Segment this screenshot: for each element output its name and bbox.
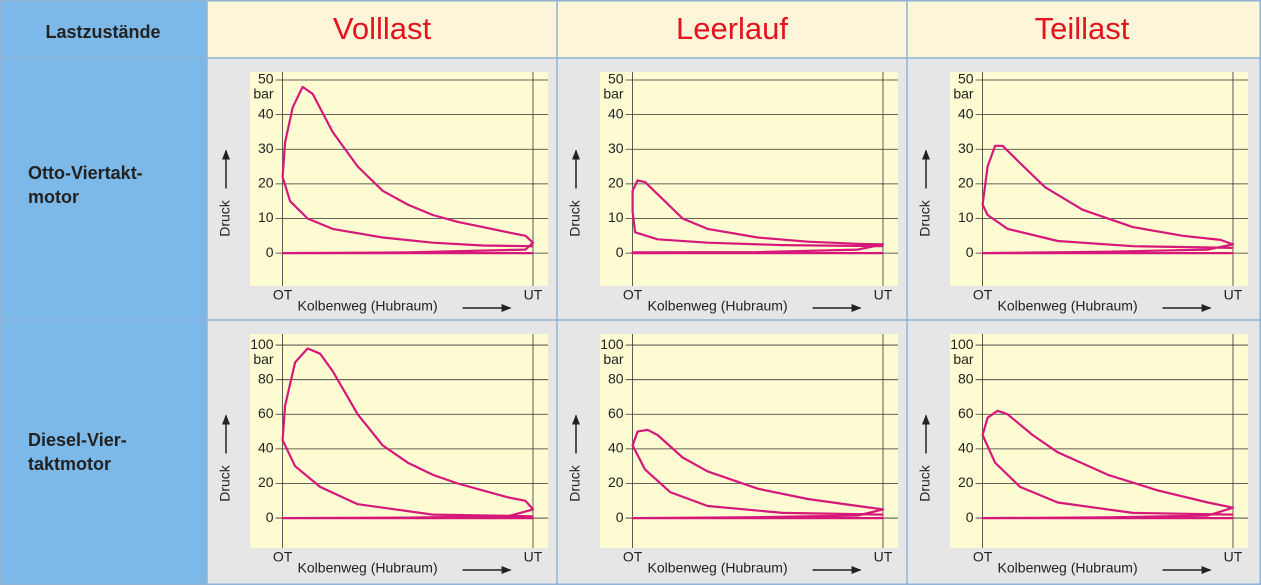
plot-area <box>600 334 898 548</box>
y-unit: bar <box>603 351 624 367</box>
y-tick-label: 60 <box>958 405 974 421</box>
y-tick-label: 100 <box>250 336 274 352</box>
x-axis-label: Kolbenweg (Hubraum) <box>648 298 788 314</box>
y-tick-label: 50 <box>958 71 974 87</box>
header-cell: Leerlauf <box>676 11 788 46</box>
x-tick-label: OT <box>273 287 293 303</box>
y-tick-label: 30 <box>258 140 274 156</box>
x-tick-label: UT <box>524 549 543 565</box>
x-tick-label: OT <box>623 549 643 565</box>
y-tick-label: 20 <box>258 175 274 191</box>
y-tick-label: 50 <box>608 71 624 87</box>
x-axis-label: Kolbenweg (Hubraum) <box>298 560 438 576</box>
plot-area <box>250 334 548 548</box>
x-tick-label: UT <box>874 549 893 565</box>
pv-curve <box>281 85 535 255</box>
header-cell: Volllast <box>333 11 432 46</box>
y-tick-label: 0 <box>616 509 624 525</box>
y-tick-label: 0 <box>266 244 274 260</box>
x-axis-label: Kolbenweg (Hubraum) <box>998 560 1138 576</box>
y-unit: bar <box>603 86 624 102</box>
header-cell: Lastzustände <box>45 22 160 42</box>
y-tick-label: 40 <box>958 440 974 456</box>
y-tick-label: 0 <box>966 509 974 525</box>
y-tick-label: 100 <box>950 336 974 352</box>
plot-area <box>950 334 1248 548</box>
y-tick-label: 10 <box>608 209 624 225</box>
row-label: Otto-Viertakt- <box>28 163 143 183</box>
x-tick-label: OT <box>973 287 993 303</box>
y-tick-label: 0 <box>266 509 274 525</box>
x-axis-label: Kolbenweg (Hubraum) <box>648 560 788 576</box>
pv-curve <box>981 409 1235 520</box>
pv-curve <box>631 179 885 255</box>
y-tick-label: 20 <box>958 175 974 191</box>
pv-curve <box>981 144 1235 255</box>
y-tick-label: 40 <box>608 105 624 121</box>
y-axis-label: Druck <box>217 464 233 502</box>
y-unit: bar <box>253 351 274 367</box>
y-tick-label: 80 <box>608 370 624 386</box>
x-tick-label: OT <box>973 549 993 565</box>
y-tick-label: 80 <box>258 370 274 386</box>
y-unit: bar <box>953 351 974 367</box>
y-tick-label: 0 <box>966 244 974 260</box>
y-tick-label: 80 <box>958 370 974 386</box>
pv-curve <box>631 428 885 520</box>
y-tick-label: 0 <box>616 244 624 260</box>
y-tick-label: 20 <box>258 474 274 490</box>
x-axis-label: Kolbenweg (Hubraum) <box>298 298 438 314</box>
y-unit: bar <box>253 86 274 102</box>
y-tick-label: 40 <box>258 105 274 121</box>
label-column <box>0 0 207 585</box>
y-axis-label: Druck <box>217 199 233 237</box>
y-tick-label: 30 <box>958 140 974 156</box>
row-label: taktmotor <box>28 454 111 474</box>
x-tick-label: UT <box>1224 287 1243 303</box>
y-tick-label: 100 <box>600 336 624 352</box>
y-tick-label: 50 <box>258 71 274 87</box>
x-axis-label: Kolbenweg (Hubraum) <box>998 298 1138 314</box>
x-tick-label: UT <box>524 287 543 303</box>
y-tick-label: 20 <box>958 474 974 490</box>
y-tick-label: 10 <box>258 209 274 225</box>
x-tick-label: UT <box>874 287 893 303</box>
y-tick-label: 20 <box>608 175 624 191</box>
y-axis-label: Druck <box>917 199 933 237</box>
row-label: motor <box>28 187 79 207</box>
y-tick-label: 60 <box>258 405 274 421</box>
pv-curve <box>281 347 535 520</box>
y-tick-label: 60 <box>608 405 624 421</box>
y-axis-label: Druck <box>917 464 933 502</box>
y-tick-label: 10 <box>958 209 974 225</box>
header-row <box>207 0 1261 58</box>
y-tick-label: 40 <box>958 105 974 121</box>
y-axis-label: Druck <box>567 464 583 502</box>
y-tick-label: 40 <box>258 440 274 456</box>
y-unit: bar <box>953 86 974 102</box>
y-tick-label: 30 <box>608 140 624 156</box>
row-label: Diesel-Vier- <box>28 430 127 450</box>
x-tick-label: OT <box>623 287 643 303</box>
y-tick-label: 20 <box>608 474 624 490</box>
header-cell: Teillast <box>1035 11 1130 46</box>
y-axis-label: Druck <box>567 199 583 237</box>
x-tick-label: UT <box>1224 549 1243 565</box>
y-tick-label: 40 <box>608 440 624 456</box>
x-tick-label: OT <box>273 549 293 565</box>
